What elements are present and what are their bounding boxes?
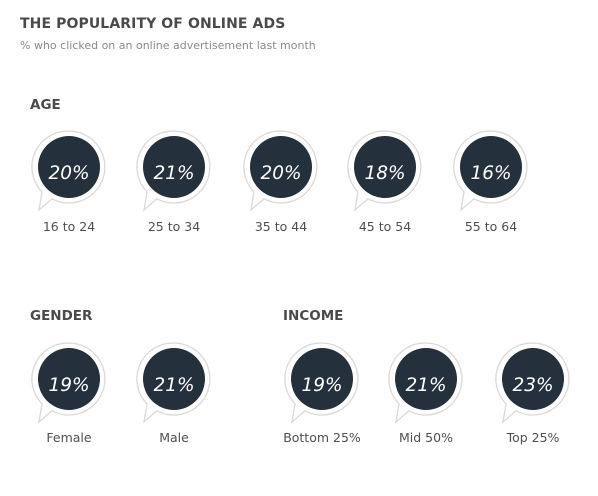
speech-bubble-icon xyxy=(136,130,211,212)
bubble-income-1: 19% xyxy=(283,340,393,470)
section-heading-age: AGE xyxy=(30,97,61,113)
value-label: 20% xyxy=(260,163,302,184)
category-label-income-2: Mid 50% xyxy=(399,430,453,445)
speech-bubble-icon xyxy=(347,130,422,212)
speech-bubble-icon xyxy=(136,342,211,424)
speech-bubble-icon xyxy=(495,342,570,424)
bubble-age-4: 18% xyxy=(346,128,456,258)
value-label: 20% xyxy=(48,163,90,184)
value-circle xyxy=(38,136,100,198)
value-circle xyxy=(354,136,416,198)
bubble-income-3: 23% xyxy=(494,340,598,470)
bubble-age-3: 20% xyxy=(242,128,352,258)
category-label-income-1: Bottom 25% xyxy=(283,430,361,445)
value-circle xyxy=(291,348,353,410)
speech-bubble-icon xyxy=(31,342,106,424)
category-label-income-3: Top 25% xyxy=(506,430,560,445)
chart-subtitle: % who clicked on an online advertisement… xyxy=(20,39,316,52)
bubble-age-5: 16% xyxy=(452,128,562,258)
value-circle xyxy=(250,136,312,198)
category-label-gender-2: Male xyxy=(159,430,189,445)
bubble-gender-2: 21% xyxy=(135,340,245,470)
category-label-age-4: 45 to 54 xyxy=(358,219,412,234)
bubble-age-2: 21% xyxy=(135,128,245,258)
speech-bubble-icon xyxy=(243,130,318,212)
value-circle xyxy=(143,348,205,410)
value-label: 19% xyxy=(301,375,343,396)
value-circle xyxy=(502,348,564,410)
value-circle xyxy=(460,136,522,198)
speech-bubble-icon xyxy=(31,130,106,212)
value-label: 21% xyxy=(153,375,195,396)
value-label: 21% xyxy=(153,163,195,184)
speech-bubble-icon xyxy=(388,342,463,424)
speech-bubble-icon xyxy=(453,130,528,212)
category-label-age-3: 35 to 44 xyxy=(254,219,308,234)
value-label: 19% xyxy=(48,375,90,396)
category-label-age-1: 16 to 24 xyxy=(42,219,96,234)
value-label: 21% xyxy=(405,375,447,396)
section-heading-income: INCOME xyxy=(283,308,344,324)
value-circle xyxy=(143,136,205,198)
chart-title: THE POPULARITY OF ONLINE ADS xyxy=(20,16,286,32)
value-circle xyxy=(38,348,100,410)
category-label-age-2: 25 to 34 xyxy=(147,219,201,234)
value-label: 16% xyxy=(470,163,512,184)
bubble-age-1: 20% xyxy=(30,128,140,258)
section-heading-gender: GENDER xyxy=(30,308,93,324)
category-label-gender-1: Female xyxy=(46,430,92,445)
bubble-income-2: 21% xyxy=(387,340,497,470)
value-label: 23% xyxy=(512,375,554,396)
value-label: 18% xyxy=(364,163,406,184)
category-label-age-5: 55 to 64 xyxy=(464,219,518,234)
value-circle xyxy=(395,348,457,410)
speech-bubble-icon xyxy=(284,342,359,424)
bubble-gender-1: 19% xyxy=(30,340,140,470)
